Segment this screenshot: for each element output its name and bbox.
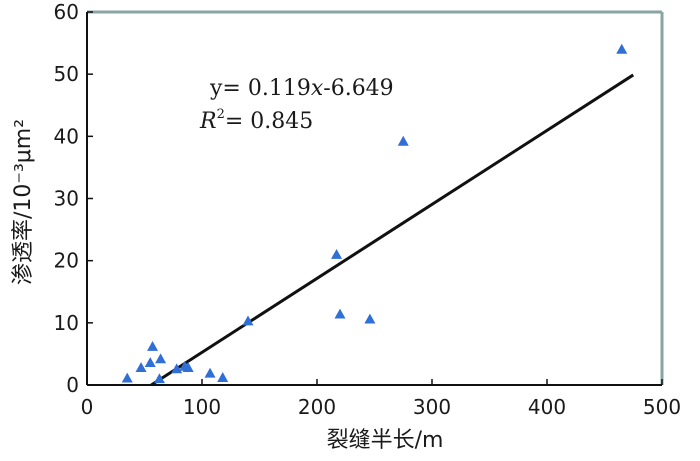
data-point-marker xyxy=(147,340,159,351)
data-point-marker xyxy=(217,372,229,382)
x-axis-title: 裂缝半长/m xyxy=(327,428,444,453)
data-point-marker xyxy=(616,43,628,54)
data-point-marker xyxy=(182,362,194,372)
y-tick-label: 60 xyxy=(54,0,79,24)
equation-prefix: y= 0.119 xyxy=(209,76,311,101)
y-tick-label: 50 xyxy=(54,62,79,86)
x-tick-label: 100 xyxy=(183,395,221,419)
data-point-marker xyxy=(242,315,254,326)
data-point-marker xyxy=(204,367,216,378)
x-tick-label: 300 xyxy=(413,395,451,419)
data-point-marker xyxy=(155,353,167,364)
data-points-group xyxy=(121,43,628,384)
data-point-marker xyxy=(331,248,343,259)
plot-frame-group xyxy=(86,10,664,386)
x-tick-label: 400 xyxy=(528,395,566,419)
x-tick-label: 200 xyxy=(298,395,336,419)
y-tick-label: 30 xyxy=(54,187,79,211)
y-tick-label: 10 xyxy=(54,311,79,335)
y-axis-title: 渗透率/10⁻³μm² xyxy=(11,119,36,285)
r-squared-label: R2= 0.845 xyxy=(199,107,313,134)
data-point-marker xyxy=(364,313,376,324)
tick-group: 0 100 200 300 400 500 0 10 20 30 40 50 60 xyxy=(54,0,682,419)
equation-suffix: -6.649 xyxy=(323,76,393,101)
r2-letter: R xyxy=(199,109,217,134)
x-tick-label: 0 xyxy=(81,395,94,419)
fit-line-group xyxy=(150,73,635,387)
y-tick-label: 40 xyxy=(54,124,79,148)
regression-equation: y= 0.119x-6.649 xyxy=(209,76,394,101)
y-tick-label: 20 xyxy=(54,249,79,273)
data-point-marker xyxy=(153,373,165,384)
equation-variable: x xyxy=(311,76,324,101)
data-point-marker xyxy=(121,372,133,383)
data-point-marker xyxy=(334,308,346,319)
regression-line xyxy=(150,73,635,387)
data-point-marker xyxy=(171,363,183,374)
x-tick-label: 500 xyxy=(643,395,681,419)
data-point-marker xyxy=(135,362,147,372)
y-tick-label: 0 xyxy=(66,373,79,397)
data-point-marker xyxy=(144,357,156,368)
r2-value: = 0.845 xyxy=(225,109,313,134)
data-point-marker xyxy=(397,135,409,146)
r2-superscript: 2 xyxy=(217,107,225,122)
